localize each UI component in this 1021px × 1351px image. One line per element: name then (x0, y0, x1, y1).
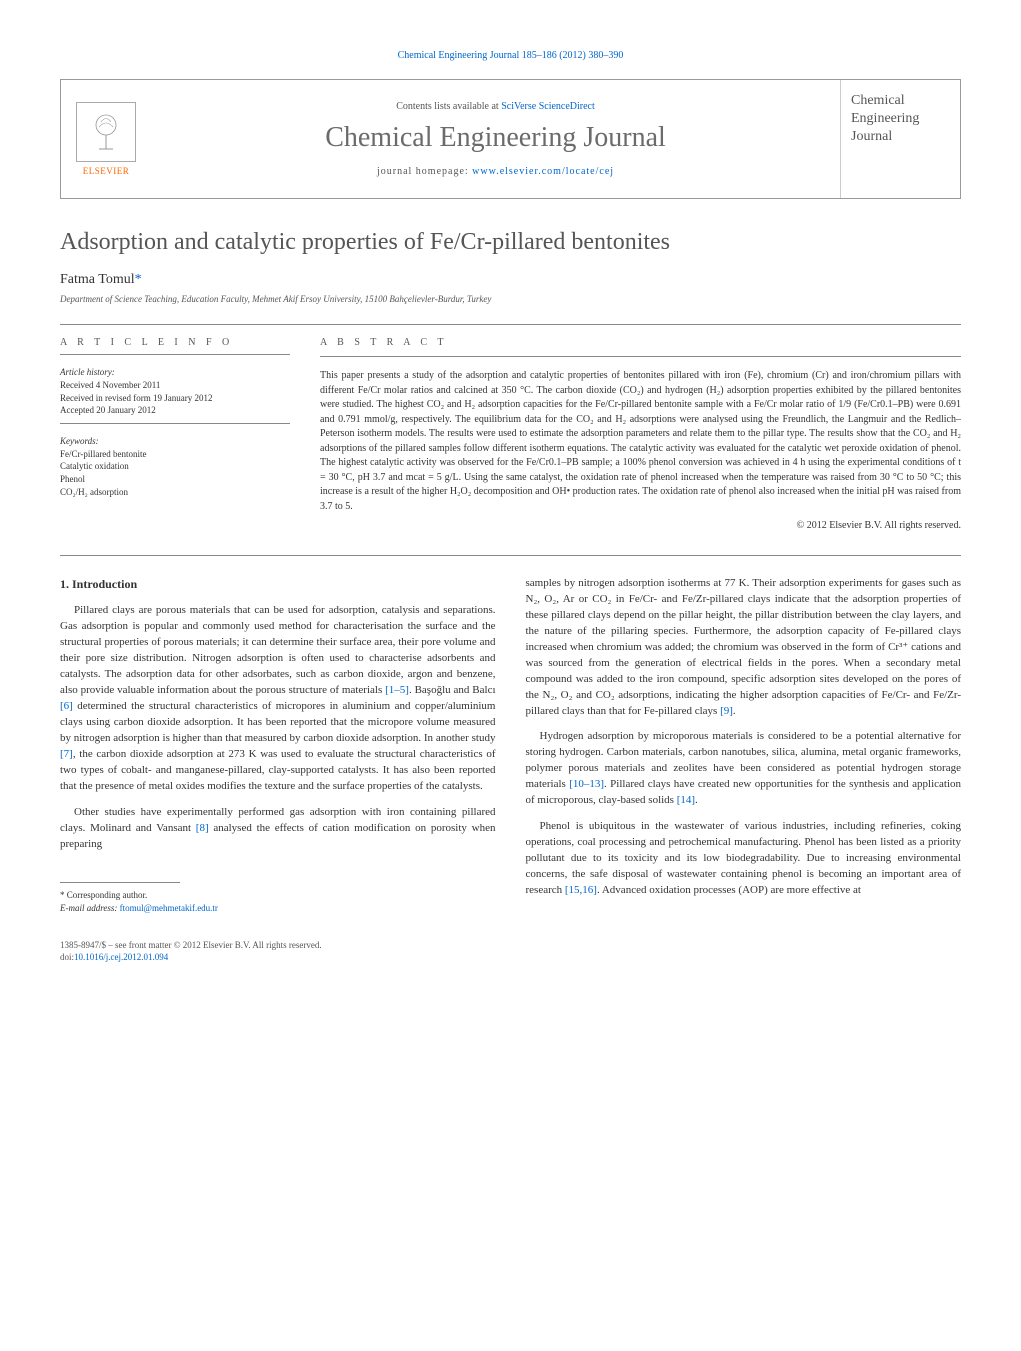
article-info-heading: A R T I C L E I N F O (60, 337, 290, 348)
keyword-2: Catalytic oxidation (60, 460, 290, 473)
journal-name: Chemical Engineering Journal (325, 122, 666, 154)
p1-d: , the carbon dioxide adsorption at 273 K… (60, 748, 496, 792)
info-abstract-row: A R T I C L E I N F O Article history: R… (60, 337, 961, 531)
accepted-date: Accepted 20 January 2012 (60, 404, 290, 417)
header-citation: Chemical Engineering Journal 185–186 (20… (60, 50, 961, 61)
elsevier-tree-icon (76, 102, 136, 162)
intro-para-1: Pillared clays are porous materials that… (60, 603, 496, 794)
keywords-label: Keywords: (60, 436, 290, 446)
corresponding-mark: * (135, 272, 142, 287)
keyword-3: Phenol (60, 473, 290, 486)
doi-label: doi: (60, 952, 74, 962)
p1-c: determined the structural characteristic… (60, 700, 496, 744)
page-container: Chemical Engineering Journal 185–186 (20… (0, 0, 1021, 1014)
rp1-a: samples by nitrogen adsorption isotherms… (526, 577, 962, 717)
abstract-divider (320, 356, 961, 357)
journal-cover-thumb: Chemical Engineering Journal (840, 80, 960, 198)
doi-line: doi:10.1016/j.cej.2012.01.094 (60, 951, 496, 964)
rp3-b: . Advanced oxidation processes (AOP) are… (597, 884, 861, 896)
rp1-b: . (733, 705, 736, 717)
abstract-copyright: © 2012 Elsevier B.V. All rights reserved… (320, 520, 961, 531)
cite-10-13[interactable]: [10–13] (569, 778, 604, 790)
issn-line: 1385-8947/$ – see front matter © 2012 El… (60, 939, 496, 952)
p1-a: Pillared clays are porous materials that… (60, 604, 496, 696)
cite-1-5[interactable]: [1–5] (385, 684, 409, 696)
cover-line-2: Engineering (851, 110, 950, 128)
info-divider-1 (60, 354, 290, 355)
bottom-info-block: 1385-8947/$ – see front matter © 2012 El… (60, 939, 496, 964)
journal-homepage-line: journal homepage: www.elsevier.com/locat… (377, 166, 614, 177)
article-info-column: A R T I C L E I N F O Article history: R… (60, 337, 290, 531)
contents-prefix: Contents lists available at (396, 101, 501, 112)
p1-b: . Başoğlu and Balcı (409, 684, 496, 696)
corresponding-author-label: * Corresponding author. (60, 889, 496, 902)
keyword-1: Fe/Cr-pillared bentonite (60, 448, 290, 461)
right-para-2: Hydrogen adsorption by microporous mater… (526, 729, 962, 809)
keyword-4: CO₂/H₂ adsorption (60, 486, 290, 499)
homepage-prefix: journal homepage: (377, 166, 472, 177)
right-para-1: samples by nitrogen adsorption isotherms… (526, 576, 962, 719)
revised-date: Received in revised form 19 January 2012 (60, 392, 290, 405)
author-affiliation: Department of Science Teaching, Educatio… (60, 294, 961, 304)
email-line: E-mail address: ftomul@mehmetakif.edu.tr (60, 902, 496, 915)
cite-7[interactable]: [7] (60, 748, 73, 760)
body-right-column: samples by nitrogen adsorption isotherms… (526, 576, 962, 964)
sciencedirect-link[interactable]: SciVerse ScienceDirect (501, 101, 595, 112)
email-label: E-mail address: (60, 903, 117, 913)
abstract-column: A B S T R A C T This paper presents a st… (320, 337, 961, 531)
footnote-block: * Corresponding author. E-mail address: … (60, 889, 496, 914)
rp2-c: . (695, 794, 698, 806)
cite-8[interactable]: [8] (196, 822, 209, 834)
section-1-heading: 1. Introduction (60, 576, 496, 593)
cite-15-16[interactable]: [15,16] (565, 884, 597, 896)
article-title: Adsorption and catalytic properties of F… (60, 229, 961, 256)
journal-header-box: ELSEVIER Contents lists available at Sci… (60, 79, 961, 199)
journal-center-block: Contents lists available at SciVerse Sci… (151, 80, 840, 198)
right-para-3: Phenol is ubiquitous in the wastewater o… (526, 819, 962, 899)
doi-link[interactable]: 10.1016/j.cej.2012.01.094 (74, 952, 168, 962)
homepage-link[interactable]: www.elsevier.com/locate/cej (472, 166, 614, 177)
divider-top (60, 324, 961, 325)
cover-line-3: Journal (851, 128, 950, 146)
abstract-heading: A B S T R A C T (320, 337, 961, 348)
history-label: Article history: (60, 367, 290, 377)
cite-9[interactable]: [9] (720, 705, 733, 717)
abstract-text: This paper presents a study of the adsor… (320, 369, 961, 514)
publisher-logo-block: ELSEVIER (61, 80, 151, 198)
author-line: Fatma Tomul* (60, 272, 961, 288)
intro-para-2: Other studies have experimentally perfor… (60, 805, 496, 853)
divider-mid (60, 555, 961, 556)
body-left-column: 1. Introduction Pillared clays are porou… (60, 576, 496, 964)
author-name: Fatma Tomul (60, 272, 135, 287)
info-divider-2 (60, 423, 290, 424)
body-columns: 1. Introduction Pillared clays are porou… (60, 576, 961, 964)
publisher-name: ELSEVIER (83, 166, 130, 176)
footnote-separator (60, 882, 180, 883)
contents-available-line: Contents lists available at SciVerse Sci… (396, 101, 595, 112)
received-date: Received 4 November 2011 (60, 379, 290, 392)
cite-14[interactable]: [14] (677, 794, 695, 806)
cover-line-1: Chemical (851, 92, 950, 110)
cite-6[interactable]: [6] (60, 700, 73, 712)
author-email[interactable]: ftomul@mehmetakif.edu.tr (120, 903, 218, 913)
